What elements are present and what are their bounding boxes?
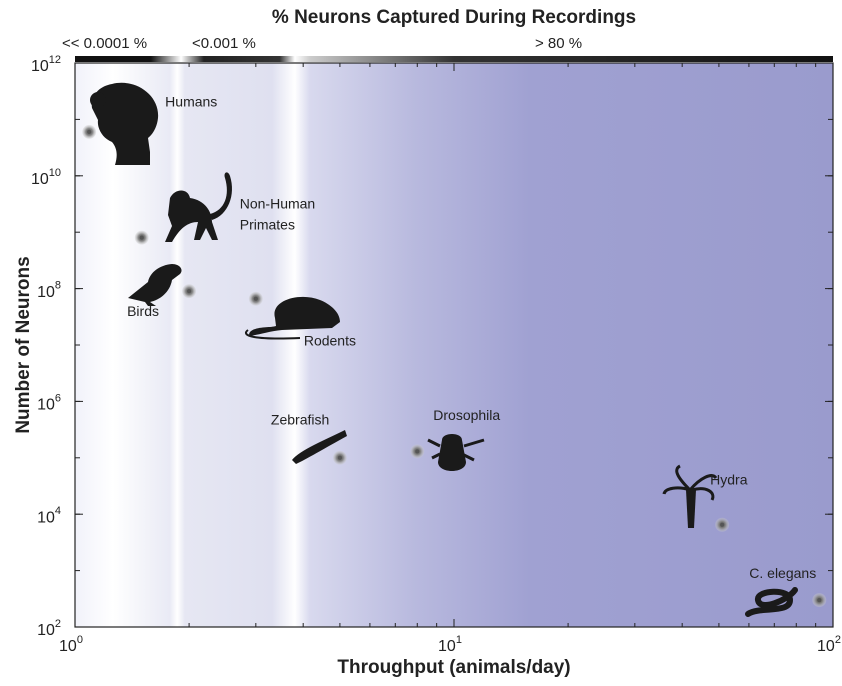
- y-axis-title: Number of Neurons: [13, 256, 34, 433]
- capture-label: <0.001 %: [192, 35, 256, 52]
- y-tick-label: 1012: [31, 54, 61, 75]
- point-core: [254, 297, 258, 301]
- capture-label: << 0.0001 %: [62, 35, 147, 52]
- x-axis-title: Throughput (animals/day): [337, 657, 570, 678]
- point-label: Rodents: [304, 332, 356, 348]
- point-label: Non-Human: [240, 195, 315, 211]
- point-core: [187, 289, 191, 293]
- point-core: [415, 449, 419, 453]
- point-label: Hydra: [710, 471, 748, 487]
- point-core: [720, 523, 724, 527]
- x-tick-label: 101: [438, 634, 462, 655]
- point-core: [338, 456, 342, 460]
- point-label: Birds: [127, 303, 159, 319]
- point-label: Primates: [240, 216, 295, 232]
- y-tick-label: 1010: [31, 167, 61, 188]
- y-tick-label: 104: [37, 505, 61, 526]
- y-tick-label: 106: [37, 392, 61, 413]
- point-label: Humans: [165, 94, 217, 110]
- point-core: [140, 236, 144, 240]
- point-core: [87, 130, 91, 134]
- x-tick-label: 102: [817, 634, 841, 655]
- chart: % Neurons Captured During Recordings << …: [0, 0, 842, 686]
- capture-bar: [75, 56, 833, 62]
- point-label: Zebrafish: [271, 412, 329, 428]
- y-tick-label: 102: [37, 618, 61, 639]
- point-label: C. elegans: [749, 565, 816, 581]
- chart-title: % Neurons Captured During Recordings: [272, 7, 636, 28]
- x-tick-label: 100: [59, 634, 83, 655]
- capture-label: > 80 %: [535, 35, 582, 52]
- y-tick-label: 108: [37, 280, 61, 301]
- plot-background: [75, 63, 833, 627]
- human-bun: [90, 92, 106, 108]
- point-label: Drosophila: [433, 407, 500, 423]
- drosophila-body: [438, 434, 466, 471]
- point-core: [817, 598, 821, 602]
